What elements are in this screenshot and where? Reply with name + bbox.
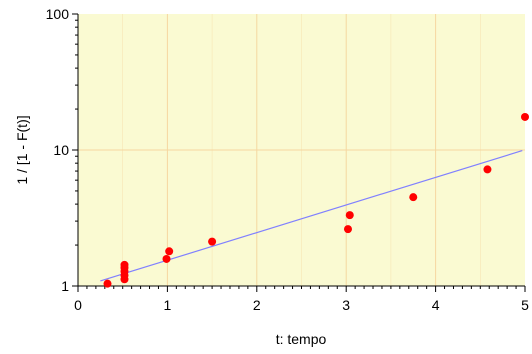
data-point <box>103 279 112 288</box>
x-tick-label: 3 <box>342 297 350 313</box>
data-point <box>521 112 529 121</box>
data-point <box>409 193 418 202</box>
y-axis-title: 1 / [1 - F(t)] <box>14 115 30 184</box>
data-point <box>343 225 352 234</box>
data-series <box>100 112 529 288</box>
gridlines <box>78 14 525 286</box>
x-tick-label: 5 <box>521 297 529 313</box>
data-point <box>483 165 492 174</box>
fit-line <box>100 150 523 282</box>
y-tick-label: 10 <box>53 142 69 158</box>
data-point <box>208 237 217 246</box>
x-tick-label: 1 <box>164 297 172 313</box>
data-point <box>120 260 129 269</box>
x-tick-label: 0 <box>74 297 82 313</box>
data-point <box>165 247 174 256</box>
y-tick-label: 1 <box>61 278 69 294</box>
y-tick-label: 100 <box>46 6 70 22</box>
data-point <box>162 254 171 263</box>
axes <box>72 13 526 292</box>
x-tick-label: 4 <box>432 297 440 313</box>
data-point <box>345 211 354 220</box>
x-tick-label: 2 <box>253 297 261 313</box>
x-axis-title: t: tempo <box>276 331 327 347</box>
